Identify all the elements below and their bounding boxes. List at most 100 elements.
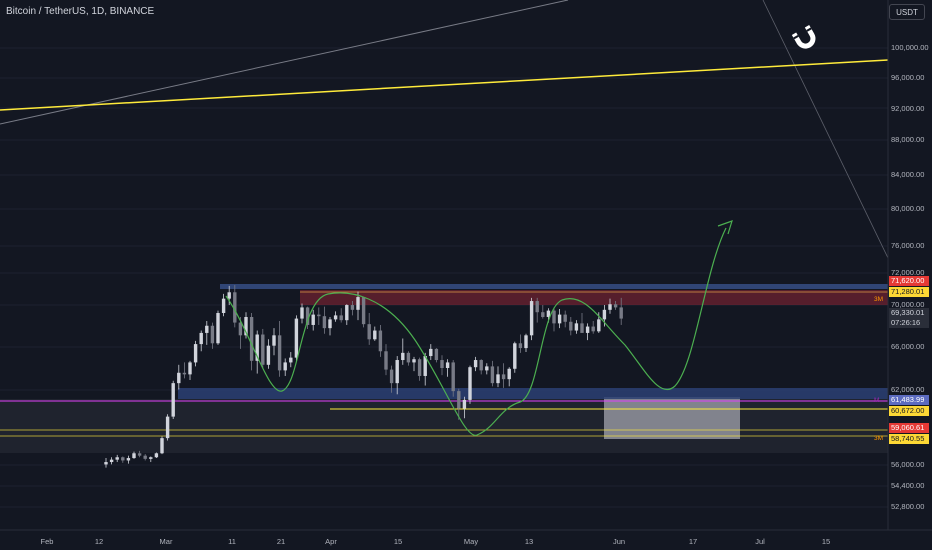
candle-body[interactable] <box>608 304 612 310</box>
candle-body[interactable] <box>272 335 276 346</box>
candle-body[interactable] <box>619 307 623 319</box>
candle-body[interactable] <box>479 360 483 371</box>
candle-body[interactable] <box>440 360 444 368</box>
candle-body[interactable] <box>513 343 517 369</box>
candle-body[interactable] <box>412 359 416 363</box>
candle-body[interactable] <box>417 359 422 376</box>
candle-body[interactable] <box>597 319 601 332</box>
candle-body[interactable] <box>490 366 495 384</box>
candle-body[interactable] <box>137 453 142 456</box>
candle-body[interactable] <box>109 459 114 463</box>
candle-body[interactable] <box>121 457 125 461</box>
candle-body[interactable] <box>535 301 539 313</box>
candle-body[interactable] <box>406 352 411 363</box>
candle-body[interactable] <box>557 314 562 324</box>
candle-body[interactable] <box>602 309 607 320</box>
candle-body[interactable] <box>328 319 332 329</box>
candle-body[interactable] <box>333 315 338 320</box>
candle-body[interactable] <box>322 316 327 329</box>
candle-body[interactable] <box>317 314 321 317</box>
candle-body[interactable] <box>451 362 455 392</box>
candle-body[interactable] <box>591 326 595 332</box>
candle-body[interactable] <box>501 374 506 380</box>
candle-body[interactable] <box>171 383 175 417</box>
candle-body[interactable] <box>289 357 293 363</box>
candle-body[interactable] <box>423 356 427 376</box>
candle-body[interactable] <box>339 315 343 321</box>
candle-body[interactable] <box>384 351 388 370</box>
candle-body[interactable] <box>294 318 299 358</box>
candle-body[interactable] <box>193 344 198 363</box>
candle-body[interactable] <box>205 325 209 333</box>
candle-body[interactable] <box>261 334 265 365</box>
candle-body[interactable] <box>311 314 315 325</box>
candle-body[interactable] <box>143 455 147 459</box>
candle-body[interactable] <box>485 366 489 371</box>
candle-body[interactable] <box>177 372 181 384</box>
resistance-zone-blue[interactable] <box>220 284 888 289</box>
candle-body[interactable] <box>445 362 450 368</box>
candle-body[interactable] <box>266 345 271 365</box>
candle-body[interactable] <box>569 321 573 331</box>
candle-body[interactable] <box>378 330 383 352</box>
candle-body[interactable] <box>188 362 192 375</box>
yellow-trendline[interactable] <box>0 59 889 111</box>
candle-body[interactable] <box>160 438 164 454</box>
candle-body[interactable] <box>574 323 579 331</box>
projection-path[interactable] <box>225 227 727 436</box>
candle-body[interactable] <box>154 453 159 458</box>
candle-body[interactable] <box>305 307 310 325</box>
candle-body[interactable] <box>165 416 170 439</box>
candle-body[interactable] <box>104 462 108 465</box>
candle-body[interactable] <box>300 307 304 319</box>
candle-body[interactable] <box>367 324 371 340</box>
candle-body[interactable] <box>401 352 405 361</box>
candle-body[interactable] <box>462 399 467 409</box>
candle-body[interactable] <box>238 322 243 336</box>
candle-body[interactable] <box>552 310 556 324</box>
candle-body[interactable] <box>434 348 439 361</box>
candle-body[interactable] <box>457 391 461 409</box>
candle-body[interactable] <box>613 304 618 308</box>
candle-body[interactable] <box>429 348 433 357</box>
candle-body[interactable] <box>563 314 567 322</box>
support-range-box[interactable] <box>0 399 888 453</box>
candle-body[interactable] <box>277 335 282 371</box>
candle-body[interactable] <box>115 457 119 460</box>
candle-body[interactable] <box>529 301 534 336</box>
magnet-icon[interactable] <box>791 24 819 52</box>
candle-body[interactable] <box>541 312 545 317</box>
candle-body[interactable] <box>389 369 394 384</box>
candle-body[interactable] <box>149 457 153 459</box>
candle-body[interactable] <box>283 362 287 371</box>
currency-button[interactable]: USDT <box>889 4 925 20</box>
candle-body[interactable] <box>546 310 551 317</box>
candle-body[interactable] <box>255 334 259 361</box>
candle-body[interactable] <box>126 458 131 461</box>
gray-trendline[interactable] <box>0 0 569 125</box>
candle-body[interactable] <box>345 305 349 321</box>
candle-body[interactable] <box>361 297 366 325</box>
candle-body[interactable] <box>518 343 523 349</box>
candle-body[interactable] <box>373 330 377 340</box>
candle-body[interactable] <box>356 297 360 310</box>
candle-body[interactable] <box>199 332 203 345</box>
candle-body[interactable] <box>233 292 237 323</box>
candle-body[interactable] <box>227 292 231 299</box>
candle-body[interactable] <box>507 368 511 380</box>
candle-body[interactable] <box>244 316 248 336</box>
candle-body[interactable] <box>585 326 590 333</box>
candlestick-series[interactable] <box>104 285 623 468</box>
candle-body[interactable] <box>132 453 136 459</box>
candle-body[interactable] <box>221 298 226 314</box>
support-zone[interactable] <box>178 388 888 399</box>
candle-body[interactable] <box>580 323 584 333</box>
highlight-box[interactable] <box>604 397 740 439</box>
candle-body[interactable] <box>524 335 528 349</box>
candle-body[interactable] <box>350 305 355 310</box>
candle-body[interactable] <box>249 316 254 361</box>
resistance-zone[interactable] <box>300 290 888 305</box>
gray-diagonal-line[interactable] <box>762 0 889 259</box>
candle-body[interactable] <box>395 360 399 384</box>
candle-body[interactable] <box>473 360 478 368</box>
